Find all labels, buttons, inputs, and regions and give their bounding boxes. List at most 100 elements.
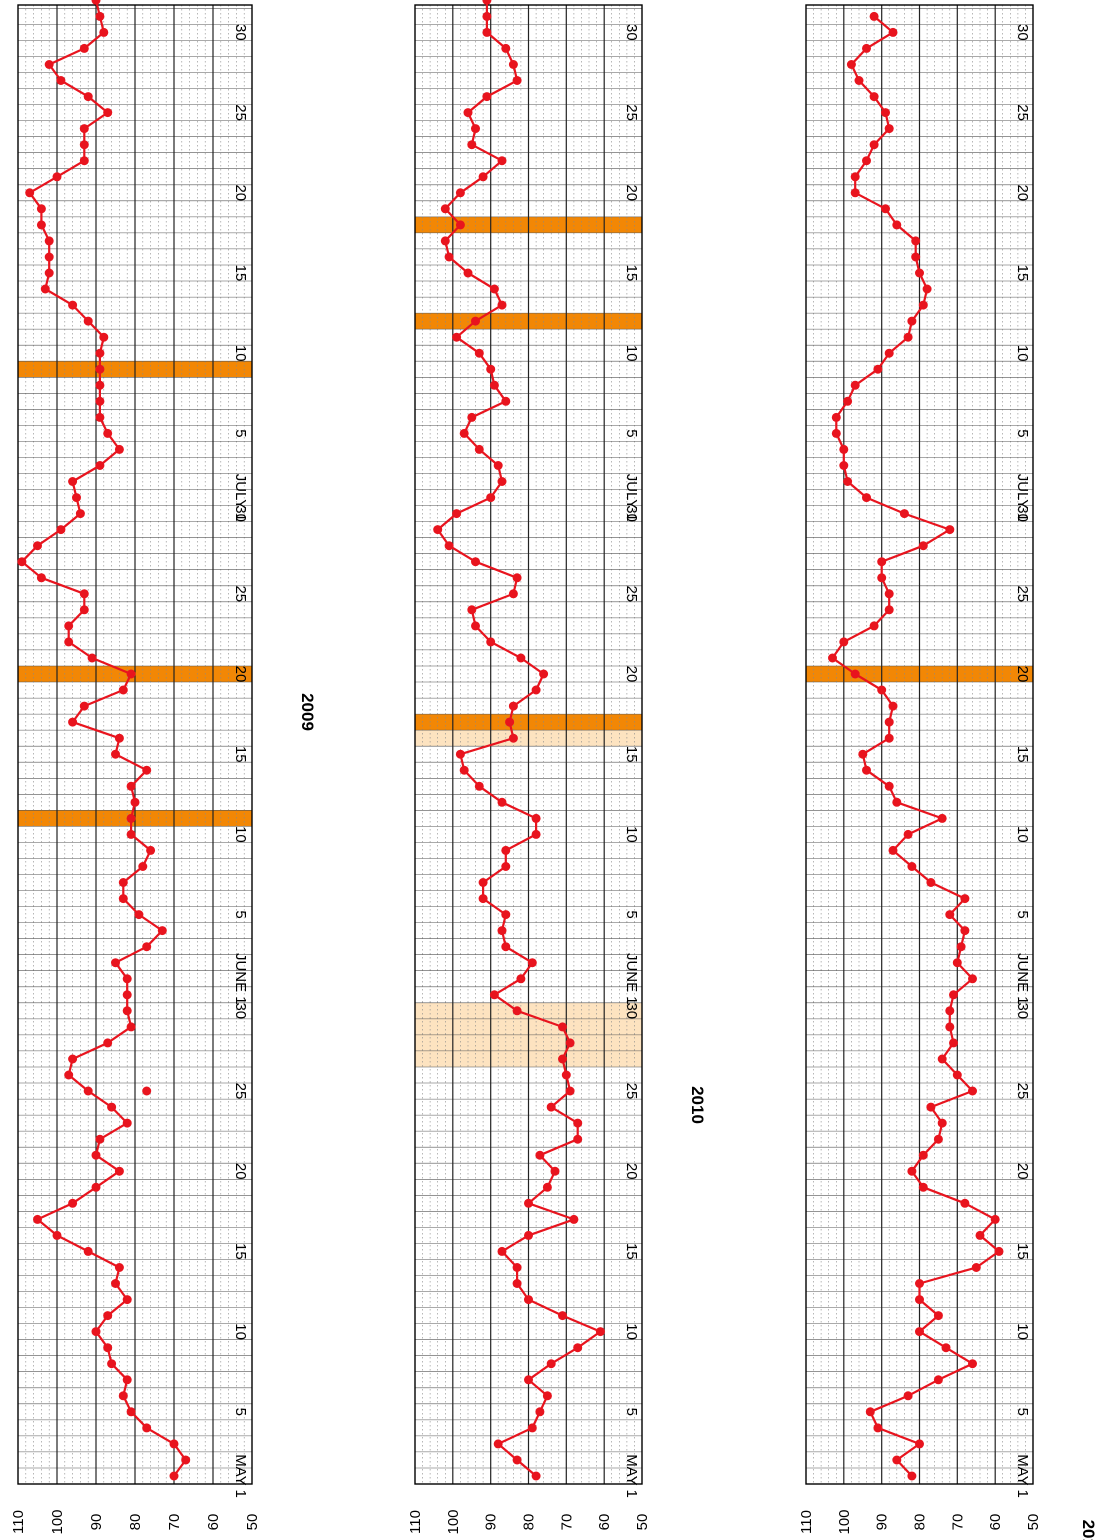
data-point <box>107 1359 117 1369</box>
data-point <box>489 990 499 1000</box>
data-point <box>103 428 113 438</box>
data-point <box>918 1182 928 1192</box>
x-tick-label: 30 <box>1014 505 1031 522</box>
y-tick-label: 110 <box>10 1510 27 1534</box>
data-point <box>68 1054 78 1064</box>
x-tick-label: 15 <box>623 746 640 763</box>
x-tick-label: 20 <box>623 666 640 683</box>
data-point <box>884 589 894 599</box>
data-point <box>142 1423 152 1433</box>
data-point <box>138 862 148 871</box>
data-point <box>881 204 890 214</box>
data-point <box>949 990 958 1000</box>
data-point <box>444 541 454 551</box>
data-point <box>126 1407 136 1417</box>
data-point <box>884 781 894 791</box>
data-point <box>486 637 496 647</box>
data-point <box>512 1006 522 1016</box>
y-tick-label: 110 <box>798 1510 815 1534</box>
data-point <box>471 557 480 567</box>
x-tick-label: 5 <box>1014 429 1031 437</box>
data-point <box>126 781 136 791</box>
data-point <box>881 108 890 118</box>
data-point <box>79 124 89 134</box>
data-point <box>114 444 124 454</box>
data-point <box>482 92 492 102</box>
x-tick-label: 10 <box>623 826 640 843</box>
x-tick-label: 5 <box>623 429 640 437</box>
data-point <box>994 1246 1004 1256</box>
data-point <box>497 1246 507 1256</box>
data-point <box>64 637 74 647</box>
data-point <box>550 1166 560 1176</box>
data-point <box>573 1343 583 1353</box>
data-point <box>862 156 871 166</box>
data-point <box>960 926 970 936</box>
data-point <box>497 300 507 310</box>
x-tick-label: MAY 1 <box>623 1454 640 1498</box>
data-point <box>546 1102 556 1112</box>
data-point <box>877 557 887 567</box>
data-point <box>941 1343 951 1353</box>
data-point <box>455 749 465 759</box>
data-point <box>501 862 511 871</box>
x-tick-label: JULY 1 <box>623 474 640 522</box>
data-point <box>486 364 496 374</box>
data-point <box>512 573 522 583</box>
y-tick-label: 60 <box>205 1514 222 1531</box>
data-point <box>508 589 518 599</box>
data-point <box>95 412 105 422</box>
data-point <box>459 428 469 438</box>
data-point <box>169 1471 179 1481</box>
data-point <box>558 1054 567 1064</box>
data-point <box>850 188 860 198</box>
data-point <box>531 1471 541 1481</box>
x-tick-label: 25 <box>1014 1083 1031 1100</box>
data-point <box>118 878 128 887</box>
data-point <box>501 910 511 920</box>
data-point <box>512 1455 522 1465</box>
data-point <box>40 284 50 294</box>
data-point <box>64 1070 74 1080</box>
data-point <box>869 11 879 21</box>
data-point <box>482 27 492 37</box>
data-point <box>888 701 898 711</box>
data-point <box>56 525 66 535</box>
data-point <box>501 942 511 952</box>
data-point <box>968 1359 977 1369</box>
data-point <box>862 493 871 503</box>
x-tick-label: 10 <box>623 345 640 362</box>
data-point <box>945 1022 955 1032</box>
data-point <box>892 797 902 807</box>
x-tick-label: 30 <box>1014 1002 1031 1019</box>
x-tick-label: 25 <box>623 1083 640 1100</box>
y-tick-label: 90 <box>483 1514 500 1531</box>
data-point <box>142 942 152 952</box>
data-point <box>975 1230 985 1240</box>
x-tick-label: 30 <box>623 1002 640 1019</box>
data-point <box>122 990 132 1000</box>
data-point <box>44 268 54 278</box>
data-point <box>839 444 849 454</box>
x-tick-label: MAY 1 <box>232 1454 249 1498</box>
data-point <box>471 124 480 134</box>
data-point <box>846 60 856 69</box>
x-tick-label: MAY 1 <box>1014 1454 1031 1498</box>
y-tick-label: 70 <box>558 1514 575 1531</box>
y-tick-label: 100 <box>836 1509 853 1534</box>
plot-frame <box>805 4 1034 1485</box>
y-tick-label: 90 <box>874 1514 891 1531</box>
data-point <box>573 1118 583 1128</box>
data-point <box>478 894 488 904</box>
data-point <box>114 1166 124 1176</box>
data-point <box>83 1246 93 1256</box>
data-point <box>471 316 480 326</box>
data-point <box>524 1375 533 1385</box>
x-tick-label: 25 <box>232 104 249 121</box>
data-point <box>869 621 879 631</box>
data-point <box>114 733 124 743</box>
x-tick-label: 20 <box>623 184 640 201</box>
data-point <box>95 1134 105 1144</box>
y-tick-label: 80 <box>127 1514 144 1531</box>
